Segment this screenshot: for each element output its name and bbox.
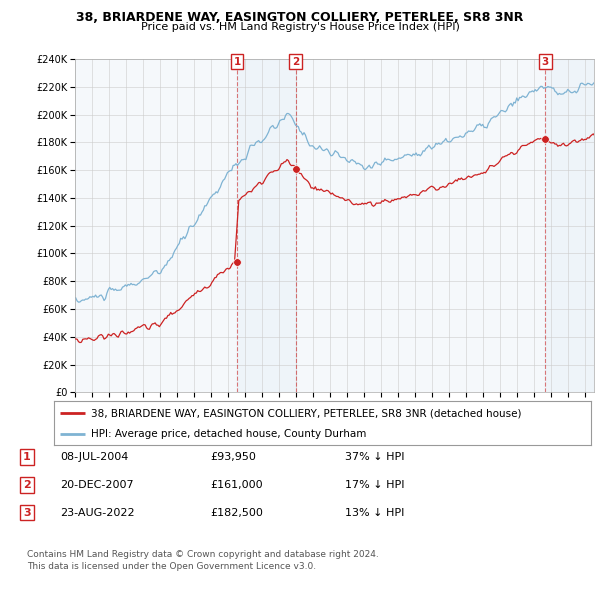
Text: Contains HM Land Registry data © Crown copyright and database right 2024.: Contains HM Land Registry data © Crown c… <box>27 550 379 559</box>
Bar <box>545 59 594 392</box>
Bar <box>237 59 296 392</box>
Text: 1: 1 <box>23 453 31 462</box>
Text: 38, BRIARDENE WAY, EASINGTON COLLIERY, PETERLEE, SR8 3NR (detached house): 38, BRIARDENE WAY, EASINGTON COLLIERY, P… <box>91 408 521 418</box>
Text: 2: 2 <box>23 480 31 490</box>
Text: 37% ↓ HPI: 37% ↓ HPI <box>345 453 404 462</box>
Text: 08-JUL-2004: 08-JUL-2004 <box>60 453 128 462</box>
Text: £93,950: £93,950 <box>210 453 256 462</box>
Text: 1: 1 <box>233 57 241 67</box>
Text: £161,000: £161,000 <box>210 480 263 490</box>
Text: HPI: Average price, detached house, County Durham: HPI: Average price, detached house, Coun… <box>91 428 366 438</box>
Text: 3: 3 <box>542 57 549 67</box>
Text: £182,500: £182,500 <box>210 508 263 517</box>
Text: 23-AUG-2022: 23-AUG-2022 <box>60 508 134 517</box>
Text: 3: 3 <box>23 508 31 517</box>
Text: 2: 2 <box>292 57 299 67</box>
Text: 17% ↓ HPI: 17% ↓ HPI <box>345 480 404 490</box>
Text: 20-DEC-2007: 20-DEC-2007 <box>60 480 134 490</box>
Text: This data is licensed under the Open Government Licence v3.0.: This data is licensed under the Open Gov… <box>27 562 316 571</box>
Text: 38, BRIARDENE WAY, EASINGTON COLLIERY, PETERLEE, SR8 3NR: 38, BRIARDENE WAY, EASINGTON COLLIERY, P… <box>76 11 524 24</box>
Text: Price paid vs. HM Land Registry's House Price Index (HPI): Price paid vs. HM Land Registry's House … <box>140 22 460 32</box>
Text: 13% ↓ HPI: 13% ↓ HPI <box>345 508 404 517</box>
